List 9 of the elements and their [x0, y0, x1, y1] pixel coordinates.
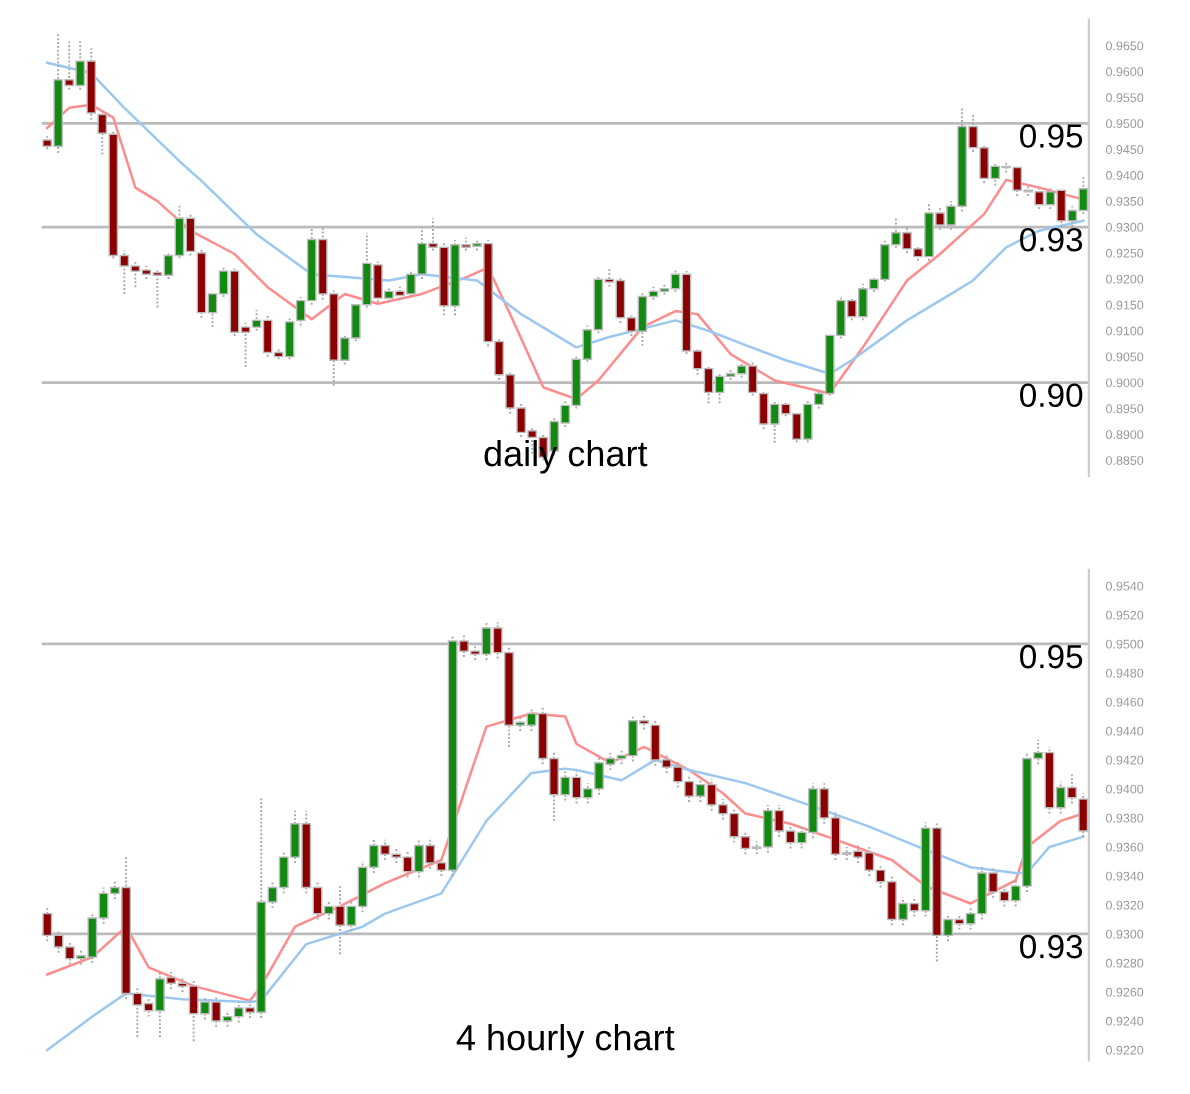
- text: daily chart: [484, 439, 648, 474]
- line-series: [45, 61, 1085, 376]
- ref-line-label: 0.93: [1020, 227, 1083, 252]
- text: 4 hourly chart: [456, 1023, 675, 1058]
- ref-line-label: 0.90: [1020, 383, 1083, 408]
- ref-line-label: 0.95: [1020, 644, 1083, 669]
- candlestick: [1078, 792, 1089, 838]
- ref-line-label: 0.95: [1020, 124, 1083, 148]
- ref-line-label: 0.93: [1020, 934, 1083, 959]
